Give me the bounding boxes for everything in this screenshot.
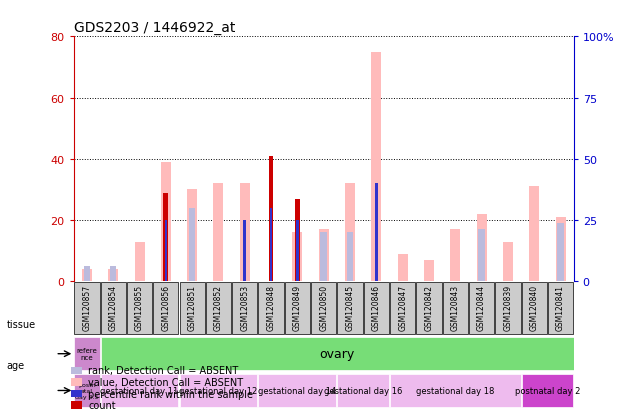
Bar	[557, 223, 564, 282]
FancyBboxPatch shape	[127, 283, 152, 335]
Text: GSM120845: GSM120845	[345, 285, 354, 330]
FancyBboxPatch shape	[74, 283, 99, 335]
Text: rank, Detection Call = ABSENT: rank, Detection Call = ABSENT	[88, 366, 238, 375]
Text: GSM120848: GSM120848	[267, 285, 276, 330]
Text: value, Detection Call = ABSENT: value, Detection Call = ABSENT	[88, 377, 244, 387]
FancyBboxPatch shape	[258, 283, 284, 335]
Text: tissue: tissue	[6, 319, 35, 329]
Bar	[82, 270, 92, 282]
Text: GSM120846: GSM120846	[372, 285, 381, 330]
Bar	[397, 254, 408, 282]
FancyBboxPatch shape	[363, 283, 389, 335]
Text: GSM120856: GSM120856	[162, 285, 171, 330]
Bar	[163, 193, 168, 282]
FancyBboxPatch shape	[390, 374, 520, 407]
Bar	[296, 221, 299, 282]
Text: GSM120853: GSM120853	[240, 285, 249, 330]
FancyBboxPatch shape	[337, 283, 363, 335]
Text: GSM120843: GSM120843	[451, 285, 460, 330]
Text: ovary: ovary	[319, 347, 354, 360]
FancyBboxPatch shape	[179, 374, 258, 407]
FancyBboxPatch shape	[548, 283, 573, 335]
Bar	[244, 221, 246, 282]
Text: gestational day 12: gestational day 12	[179, 386, 258, 395]
Bar	[529, 187, 539, 282]
Text: percentile rank within the sample: percentile rank within the sample	[88, 389, 253, 399]
Bar	[269, 157, 274, 282]
Text: postnatal day 2: postnatal day 2	[515, 386, 580, 395]
Text: gestational day 16: gestational day 16	[324, 386, 403, 395]
Text: GSM120854: GSM120854	[109, 285, 118, 330]
Text: GSM120847: GSM120847	[398, 285, 407, 330]
Text: GSM120849: GSM120849	[293, 285, 302, 330]
Bar	[292, 233, 303, 282]
FancyBboxPatch shape	[285, 283, 310, 335]
Text: count: count	[88, 400, 116, 410]
FancyBboxPatch shape	[153, 283, 178, 335]
Bar	[345, 184, 355, 282]
Bar	[240, 184, 250, 282]
Bar	[477, 214, 487, 282]
FancyBboxPatch shape	[443, 283, 468, 335]
Text: postn
atal
day 0.5: postn atal day 0.5	[75, 382, 99, 399]
FancyBboxPatch shape	[311, 283, 337, 335]
Bar	[424, 260, 434, 282]
Text: gestational day 14: gestational day 14	[258, 386, 337, 395]
Text: GSM120852: GSM120852	[214, 285, 223, 330]
Text: gestational day 18: gestational day 18	[416, 386, 494, 395]
FancyBboxPatch shape	[495, 283, 520, 335]
Bar	[371, 52, 381, 282]
Bar	[319, 230, 329, 282]
Text: GSM120857: GSM120857	[83, 285, 92, 330]
Text: GSM120844: GSM120844	[477, 285, 486, 330]
Bar	[320, 233, 327, 282]
Bar	[375, 184, 378, 282]
Text: GSM120839: GSM120839	[503, 285, 512, 330]
FancyBboxPatch shape	[469, 283, 494, 335]
Text: GSM120851: GSM120851	[188, 285, 197, 330]
Bar	[213, 184, 224, 282]
Bar	[189, 208, 196, 282]
Bar	[270, 208, 272, 282]
Text: GSM120842: GSM120842	[424, 285, 433, 330]
Text: GSM120855: GSM120855	[135, 285, 144, 330]
Bar	[295, 199, 300, 282]
Bar	[187, 190, 197, 282]
Bar	[165, 221, 167, 282]
Text: GSM120840: GSM120840	[529, 285, 538, 330]
FancyBboxPatch shape	[74, 374, 99, 407]
FancyBboxPatch shape	[522, 283, 547, 335]
Bar	[83, 266, 90, 282]
Bar	[135, 242, 144, 282]
FancyBboxPatch shape	[101, 283, 126, 335]
Text: GSM120850: GSM120850	[319, 285, 328, 330]
Bar	[478, 230, 485, 282]
FancyBboxPatch shape	[258, 374, 337, 407]
FancyBboxPatch shape	[337, 374, 389, 407]
Text: GDS2203 / 1446922_at: GDS2203 / 1446922_at	[74, 21, 235, 35]
Bar	[110, 266, 117, 282]
FancyBboxPatch shape	[522, 374, 573, 407]
Bar	[347, 233, 353, 282]
FancyBboxPatch shape	[179, 283, 204, 335]
Text: age: age	[6, 361, 24, 370]
FancyBboxPatch shape	[232, 283, 258, 335]
Bar	[503, 242, 513, 282]
FancyBboxPatch shape	[417, 283, 442, 335]
Text: gestational day 11: gestational day 11	[101, 386, 179, 395]
Bar	[556, 218, 565, 282]
Bar	[108, 270, 118, 282]
FancyBboxPatch shape	[390, 283, 415, 335]
FancyBboxPatch shape	[206, 283, 231, 335]
Bar	[161, 162, 171, 282]
Text: refere
nce: refere nce	[76, 347, 97, 360]
FancyBboxPatch shape	[74, 337, 99, 370]
Text: GSM120841: GSM120841	[556, 285, 565, 330]
Bar	[450, 230, 460, 282]
FancyBboxPatch shape	[101, 337, 574, 370]
FancyBboxPatch shape	[101, 374, 178, 407]
